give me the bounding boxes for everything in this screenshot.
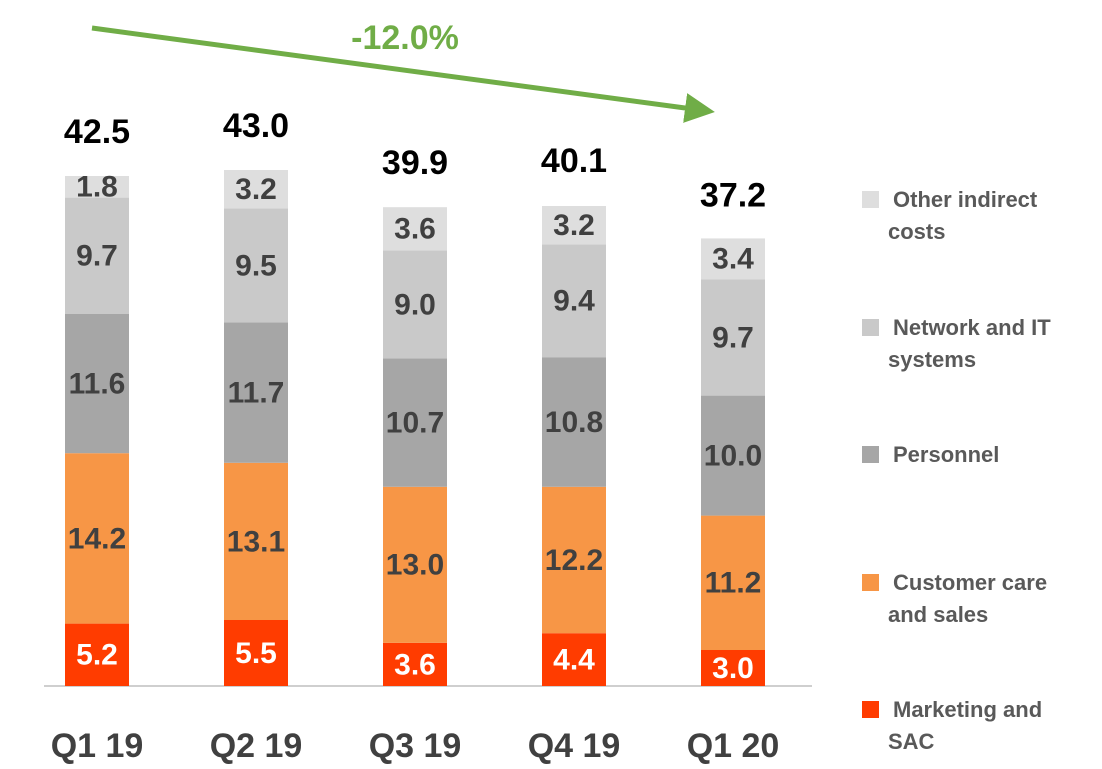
bar-segment [701, 515, 765, 650]
segment-label: 5.2 [76, 639, 118, 672]
bar-segment [65, 314, 129, 454]
segment-label: 4.4 [553, 644, 595, 677]
legend-swatch [862, 191, 879, 208]
bar-segment [542, 206, 606, 245]
segment-label: 10.8 [545, 406, 603, 439]
total-label: 42.5 [64, 113, 130, 151]
total-label: 40.1 [541, 142, 607, 180]
legend-swatch [862, 318, 879, 336]
segment-label: 14.2 [68, 522, 126, 555]
bar-segment [542, 486, 606, 634]
bar-segment [224, 462, 288, 620]
bar-segment [542, 244, 606, 358]
legend-label: Customer care and sales [888, 569, 1048, 627]
segment-label: 10.7 [386, 407, 444, 440]
segment-label: 11.6 [69, 368, 126, 401]
bar-segment [542, 633, 606, 686]
segment-label: 11.2 [705, 567, 762, 600]
legend-label: Marketing and SAC [888, 697, 1043, 754]
segment-label: 3.6 [394, 648, 436, 681]
bar-segment [383, 207, 447, 251]
bar-segment [383, 358, 447, 487]
segment-label: 10.0 [704, 440, 762, 473]
total-label: 43.0 [223, 107, 289, 145]
x-tick-label: Q3 19 [369, 727, 462, 765]
x-tick-label: Q4 19 [528, 727, 621, 765]
segment-label: 3.0 [712, 652, 754, 685]
bar-segment [701, 650, 765, 686]
bar-segment [65, 453, 129, 624]
segment-label: 9.4 [553, 285, 595, 318]
x-tick-label: Q1 19 [51, 727, 144, 765]
segment-label: 9.7 [712, 321, 754, 354]
segment-label: 9.7 [76, 240, 118, 273]
segment-label: 3.2 [235, 173, 277, 206]
legend-label: Other indirect costs [888, 187, 1038, 244]
bar-segment [542, 357, 606, 487]
bar-segment [65, 623, 129, 686]
segment-label: 3.6 [394, 213, 436, 246]
bar-segment [701, 279, 765, 396]
segment-label: 3.2 [553, 209, 595, 242]
x-tick-label: Q2 19 [210, 727, 303, 765]
segment-label: 12.2 [545, 544, 603, 577]
segment-label: 1.8 [76, 171, 118, 204]
segment-label: 5.5 [235, 637, 277, 670]
segment-label: 13.0 [386, 549, 444, 582]
segment-label: 3.4 [712, 243, 754, 276]
bar-segment [224, 322, 288, 463]
segment-label: 13.1 [227, 525, 285, 558]
segment-label: 11.7 [228, 377, 285, 410]
annotation: -12.0% [351, 19, 459, 57]
x-tick-label: Q1 20 [687, 727, 780, 765]
legend-label: Network and IT systems [888, 314, 1051, 372]
segment-label: 9.5 [235, 249, 277, 282]
bar-segment [383, 642, 447, 686]
bar-segment [224, 208, 288, 323]
total-label: 37.2 [700, 177, 766, 215]
legend-swatch [862, 446, 879, 463]
bar-segment [65, 176, 129, 198]
bar-segment [701, 238, 765, 280]
bar-segment [65, 197, 129, 314]
bar-segment [701, 395, 765, 516]
trend-arrow [91, 25, 715, 123]
total-label: 39.9 [382, 144, 448, 182]
legend-swatch [862, 701, 879, 718]
legend-swatch [862, 573, 879, 591]
bar-segment [383, 486, 447, 643]
bar-segment [224, 620, 288, 686]
legend-label: Personnel [893, 442, 1000, 467]
segment-label: 9.0 [394, 288, 436, 321]
bar-segment [383, 250, 447, 359]
bar-segment [224, 170, 288, 209]
